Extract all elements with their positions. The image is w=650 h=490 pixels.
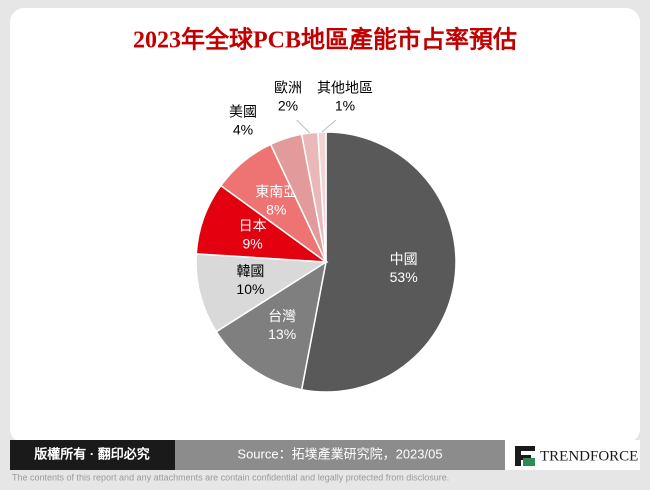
slice-label: 台灣 bbox=[268, 308, 296, 324]
rights-box bbox=[10, 440, 175, 470]
source: Source：拓墣產業研究院，2023/05 bbox=[237, 446, 442, 461]
pie-slice bbox=[300, 131, 457, 393]
brand-icon bbox=[523, 458, 535, 466]
leader-line bbox=[296, 119, 311, 134]
slice-label: 其他地區 bbox=[317, 80, 373, 96]
pie-slice bbox=[317, 131, 327, 263]
slice-value-label: 4% bbox=[233, 122, 253, 138]
slice-label: 中國 bbox=[390, 251, 418, 267]
slice-value-label: 8% bbox=[266, 202, 286, 218]
slice-value-label: 2% bbox=[278, 98, 298, 114]
brand-icon bbox=[515, 446, 535, 466]
chart-title: 2023年全球PCB地區產能市占率預估 bbox=[133, 26, 517, 54]
slice-label: 東南亞 bbox=[255, 184, 297, 200]
slice-label: 韓國 bbox=[236, 263, 264, 279]
slice-value-label: 13% bbox=[268, 326, 296, 342]
pie-slice bbox=[195, 253, 329, 333]
rights: 版權所有 · 翻印必究 bbox=[34, 446, 150, 461]
slice-label: 歐洲 bbox=[274, 80, 302, 96]
slice-value-label: 53% bbox=[390, 269, 418, 285]
slice-value-label: 1% bbox=[335, 98, 355, 114]
slice-label: 日本 bbox=[239, 217, 267, 233]
slice-value-label: 10% bbox=[236, 281, 264, 297]
pie-slice bbox=[215, 260, 328, 391]
slice-value-label: 9% bbox=[242, 235, 262, 251]
disclaimer: The contents of this report and any atta… bbox=[12, 472, 449, 482]
source-box bbox=[175, 440, 505, 470]
leader-line bbox=[321, 119, 337, 133]
brand: TRENDFORCE bbox=[540, 448, 638, 464]
slice-label: 美國 bbox=[229, 104, 257, 120]
